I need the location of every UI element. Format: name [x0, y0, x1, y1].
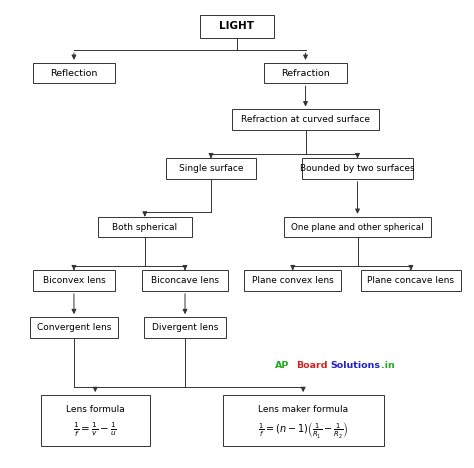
Text: Biconvex lens: Biconvex lens [43, 276, 105, 285]
Text: .in: .in [381, 361, 395, 370]
FancyBboxPatch shape [29, 317, 118, 337]
Text: LIGHT: LIGHT [219, 22, 255, 31]
Text: One plane and other spherical: One plane and other spherical [291, 222, 424, 232]
Text: Plane concave lens: Plane concave lens [367, 276, 455, 285]
Text: Single surface: Single surface [179, 164, 243, 173]
Text: Refraction: Refraction [281, 68, 330, 78]
Text: Divergent lens: Divergent lens [152, 323, 218, 332]
Text: Both spherical: Both spherical [112, 222, 177, 232]
Text: Plane convex lens: Plane convex lens [252, 276, 334, 285]
FancyBboxPatch shape [244, 271, 341, 291]
Text: Lens maker formula: Lens maker formula [258, 405, 348, 414]
FancyBboxPatch shape [98, 217, 192, 237]
FancyBboxPatch shape [143, 271, 228, 291]
Text: $\frac{1}{f} = (n-1)\left(\frac{1}{R_1} - \frac{1}{R_2}\right)$: $\frac{1}{f} = (n-1)\left(\frac{1}{R_1} … [258, 420, 348, 440]
Text: Bounded by two surfaces: Bounded by two surfaces [300, 164, 415, 173]
FancyBboxPatch shape [302, 158, 413, 179]
Text: $\frac{1}{f} = \frac{1}{v} - \frac{1}{u}$: $\frac{1}{f} = \frac{1}{v} - \frac{1}{u}… [73, 421, 117, 439]
Text: Biconcave lens: Biconcave lens [151, 276, 219, 285]
FancyBboxPatch shape [144, 317, 227, 337]
Text: Refraction at curved surface: Refraction at curved surface [241, 115, 370, 124]
FancyBboxPatch shape [41, 395, 150, 446]
FancyBboxPatch shape [33, 63, 115, 83]
Text: Lens formula: Lens formula [66, 405, 125, 414]
FancyBboxPatch shape [361, 271, 461, 291]
FancyBboxPatch shape [284, 217, 431, 237]
FancyBboxPatch shape [166, 158, 256, 179]
Text: Convergent lens: Convergent lens [37, 323, 111, 332]
Text: Reflection: Reflection [50, 68, 98, 78]
Text: AP: AP [275, 361, 289, 370]
FancyBboxPatch shape [201, 15, 273, 37]
Text: Solutions: Solutions [330, 361, 381, 370]
FancyBboxPatch shape [264, 63, 347, 83]
Text: Board: Board [297, 361, 328, 370]
FancyBboxPatch shape [223, 395, 383, 446]
FancyBboxPatch shape [33, 271, 115, 291]
FancyBboxPatch shape [232, 110, 379, 130]
